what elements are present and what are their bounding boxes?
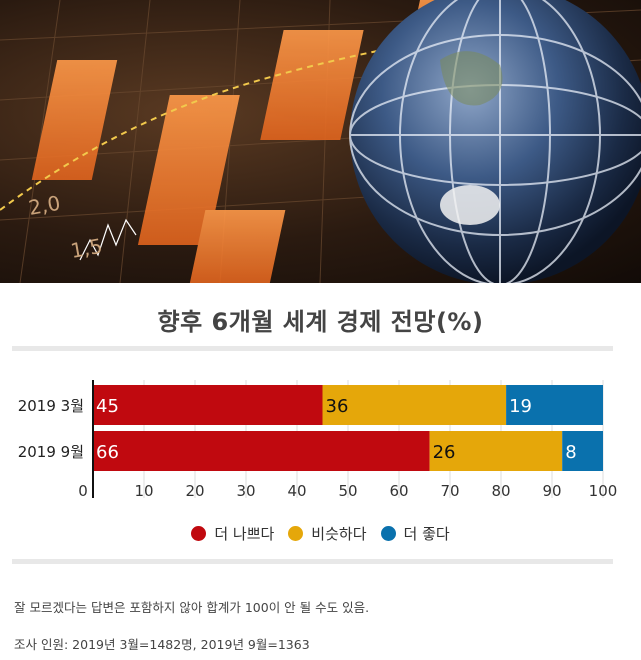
data-label: 66 [96, 442, 119, 463]
bar-segment [322, 385, 507, 425]
data-label: 26 [433, 442, 456, 463]
x-tick-label: 20 [185, 482, 204, 500]
x-tick-label: 100 [589, 482, 618, 500]
x-tick-label: 40 [287, 482, 306, 500]
x-tick-label: 30 [236, 482, 255, 500]
chart-legend: 더 나쁘다 비슷하다 더 좋다 [0, 523, 641, 544]
x-tick-label: 70 [440, 482, 459, 500]
title-divider [12, 346, 613, 351]
legend-item-better: 더 좋다 [380, 523, 450, 544]
legend-swatch-better [380, 526, 396, 541]
legend-divider [12, 559, 613, 564]
legend-swatch-worse [191, 526, 207, 541]
finance-globe-illustration: 2,0 1,5 [0, 0, 641, 283]
bar-segment [562, 431, 603, 471]
svg-text:1,5: 1,5 [69, 234, 104, 263]
x-tick-label: 0 [78, 482, 88, 500]
legend-item-worse: 더 나쁘다 [191, 523, 274, 544]
header-image: 2,0 1,5 [0, 0, 641, 283]
data-label: 8 [565, 442, 576, 463]
legend-label-similar: 비슷하다 [311, 525, 367, 543]
legend-label-better: 더 좋다 [403, 525, 450, 543]
legend-swatch-similar [288, 526, 304, 541]
data-label: 36 [326, 396, 349, 417]
x-tick-label: 90 [542, 482, 561, 500]
legend-label-worse: 더 나쁘다 [214, 525, 275, 543]
x-tick-label: 50 [338, 482, 357, 500]
respondents-note: 조사 인원: 2019년 3월=1482명, 2019년 9월=1363 [14, 637, 310, 652]
bar-segment [93, 385, 323, 425]
disclaimer-note: 잘 모르겠다는 답변은 포함하지 않아 합계가 100이 안 될 수도 있음. [14, 600, 370, 615]
chart-title: 향후 6개월 세계 경제 전망(%) [157, 308, 484, 336]
bar-segment [506, 385, 603, 425]
legend-item-similar: 비슷하다 [288, 523, 367, 544]
category-label: 2019 3월 [18, 397, 84, 415]
data-label: 19 [509, 396, 532, 417]
x-tick-label: 80 [491, 482, 510, 500]
category-label: 2019 9월 [18, 443, 84, 461]
svg-text:2,0: 2,0 [27, 191, 62, 220]
data-label: 45 [96, 396, 119, 417]
bar-segment [93, 431, 430, 471]
stacked-bar-chart: 0 10 20 30 40 50 60 70 80 90 100 2019 3월 45 36 19 2019 … [18, 380, 618, 500]
bar-segment [429, 431, 563, 471]
x-tick-label: 10 [134, 482, 153, 500]
x-tick-label: 60 [389, 482, 408, 500]
